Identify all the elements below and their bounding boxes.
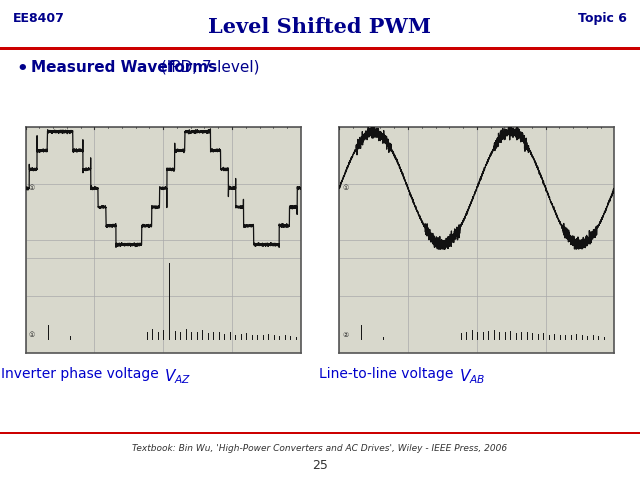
Text: Inverter phase voltage: Inverter phase voltage bbox=[1, 367, 163, 381]
Text: 25: 25 bbox=[312, 459, 328, 472]
Text: Level Shifted PWM: Level Shifted PWM bbox=[209, 17, 431, 37]
Text: $\mathbf{\it{V}}_{AZ}$: $\mathbf{\it{V}}_{AZ}$ bbox=[164, 367, 192, 386]
Text: Measured Waveforms: Measured Waveforms bbox=[31, 60, 217, 75]
Text: ①: ① bbox=[342, 185, 349, 191]
Text: ①: ① bbox=[29, 185, 35, 191]
Text: (IPD, 7-level): (IPD, 7-level) bbox=[156, 60, 259, 75]
Text: $\mathbf{\it{V}}_{AB}$: $\mathbf{\it{V}}_{AB}$ bbox=[459, 367, 485, 386]
Text: Line-to-line voltage: Line-to-line voltage bbox=[319, 367, 458, 381]
Text: Topic 6: Topic 6 bbox=[579, 12, 627, 25]
Text: ②: ② bbox=[342, 332, 349, 338]
Text: Textbook: Bin Wu, 'High-Power Converters and AC Drives', Wiley - IEEE Press, 200: Textbook: Bin Wu, 'High-Power Converters… bbox=[132, 444, 508, 453]
Text: •: • bbox=[16, 60, 28, 78]
Text: ①: ① bbox=[29, 332, 35, 338]
Text: EE8407: EE8407 bbox=[13, 12, 65, 25]
